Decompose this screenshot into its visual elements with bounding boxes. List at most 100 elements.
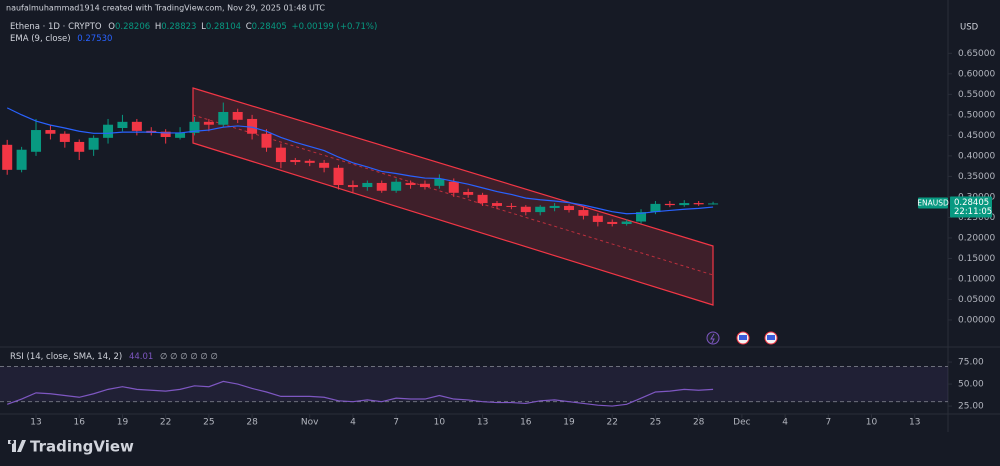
candle-body [175, 132, 186, 138]
legend-rsi: RSI (14, close, SMA, 14, 2) 44.01 ∅ ∅ ∅ … [10, 352, 218, 362]
y-tick-label: 0.60000 [958, 69, 995, 79]
x-tick-label: 4 [350, 418, 356, 428]
candle-body [16, 149, 27, 170]
x-tick-label: 22 [160, 418, 171, 428]
candle-body [535, 206, 546, 213]
candle-body [679, 203, 690, 206]
symbol-label: ENAUSD [917, 198, 949, 207]
candle-body [592, 215, 603, 222]
candle-body [607, 221, 618, 224]
symbol: Ethena · 1D · CRYPTO [10, 22, 102, 32]
candle-body [564, 205, 575, 211]
candle-body [693, 203, 704, 205]
channel-midline [192, 114, 714, 276]
x-tick-label: 28 [693, 418, 705, 428]
x-tick-label: Dec [733, 418, 750, 428]
candle-body [203, 121, 214, 125]
candle-body [304, 160, 315, 163]
y-tick-label: 0.65000 [958, 49, 995, 59]
candle-body [621, 221, 632, 224]
event-bolt [710, 333, 715, 344]
candle-body [74, 141, 85, 152]
candle-body [59, 133, 70, 142]
x-tick-label: 10 [434, 418, 446, 428]
candle-body [405, 182, 416, 186]
candle-body [636, 212, 647, 222]
price-label: 0.28405 [954, 198, 989, 208]
y-tick-label: 0.40000 [958, 151, 995, 161]
x-tick-label: 28 [246, 418, 258, 428]
event-icon[interactable] [706, 331, 720, 345]
candle-body [232, 111, 243, 120]
change: +0.00199 (+0.71%) [292, 22, 378, 32]
candle-body [477, 194, 488, 204]
ohlc-letter: H [155, 22, 161, 32]
x-tick-label: 19 [117, 418, 129, 428]
rsi-line [6, 380, 714, 407]
logo-mark [8, 440, 26, 452]
countdown: 22:11:05 [954, 207, 992, 217]
rsi-title: RSI (14, close, SMA, 14, 2) [10, 352, 122, 362]
candle-body [362, 182, 373, 188]
y-tick-label: 0.50000 [958, 110, 995, 120]
candle-body [290, 159, 301, 163]
candle-body [319, 162, 330, 168]
x-tick-label: 22 [607, 418, 618, 428]
brand: TradingView [30, 438, 134, 456]
ema-line [6, 107, 714, 215]
ohlc-letter: C [246, 22, 252, 32]
event-flag [767, 335, 775, 340]
x-tick-label: Nov [301, 418, 319, 428]
candle-body [160, 131, 171, 138]
candle-body [103, 124, 114, 138]
candle-body [261, 133, 272, 148]
y-tick-label: 0.25000 [958, 213, 995, 223]
ohlc-letter: O [108, 22, 115, 32]
legend-ema: EMA (9, close) 0.27530 [10, 34, 112, 44]
y-tick-label: 0.35000 [958, 172, 995, 182]
y-tick-label: 0.05000 [958, 295, 995, 305]
legend-value: 0.27530 [77, 34, 112, 44]
candle-body [31, 130, 42, 152]
x-tick-label: 25 [650, 418, 661, 428]
x-tick-label: 7 [825, 418, 831, 428]
x-tick-label: 7 [393, 418, 399, 428]
y-tick-label: 0.45000 [958, 131, 995, 141]
ohlc-value: 0.28823 [161, 22, 196, 32]
ohlc-value: 0.28206 [115, 22, 150, 32]
logo: TradingView [8, 438, 134, 456]
x-tick-label: 25 [203, 418, 214, 428]
candle-body [506, 205, 517, 207]
ohlc-value: 0.28104 [206, 22, 241, 32]
x-tick-label: 4 [782, 418, 788, 428]
price-tag [950, 196, 992, 218]
candle-body [448, 181, 459, 193]
candle-body [463, 191, 474, 195]
watermark: naufalmuhammad1914 created with TradingV… [6, 4, 325, 13]
x-tick-label: 16 [520, 418, 532, 428]
y-tick-label: 0.10000 [958, 274, 995, 284]
candle-body [391, 181, 402, 191]
y-tick-label: 50.00 [958, 380, 984, 390]
y-tick-label: 0.55000 [958, 90, 995, 100]
x-tick-label: 13 [477, 418, 488, 428]
x-tick-label: 10 [866, 418, 878, 428]
y-tick-label: 0.15000 [958, 254, 995, 264]
candle-body [650, 203, 661, 213]
candle-body [218, 111, 229, 125]
candle-body [434, 178, 445, 186]
legend-entry: EMA (9, close) [10, 34, 71, 44]
rsi-na: ∅ ∅ ∅ ∅ ∅ ∅ [160, 352, 218, 362]
candle-body [664, 203, 675, 206]
symbol-tag [918, 197, 948, 209]
candle-body [708, 203, 719, 205]
x-tick-label: 19 [563, 418, 575, 428]
candle-body [549, 205, 560, 208]
candle-body [131, 121, 142, 131]
marks: 0.00000 0.05000 0.10000 0.15000 0.20000 0.250… [0, 49, 995, 428]
rsi-band [0, 366, 948, 402]
ohlc-value: 0.28405 [252, 22, 287, 32]
candle-body [491, 203, 502, 206]
